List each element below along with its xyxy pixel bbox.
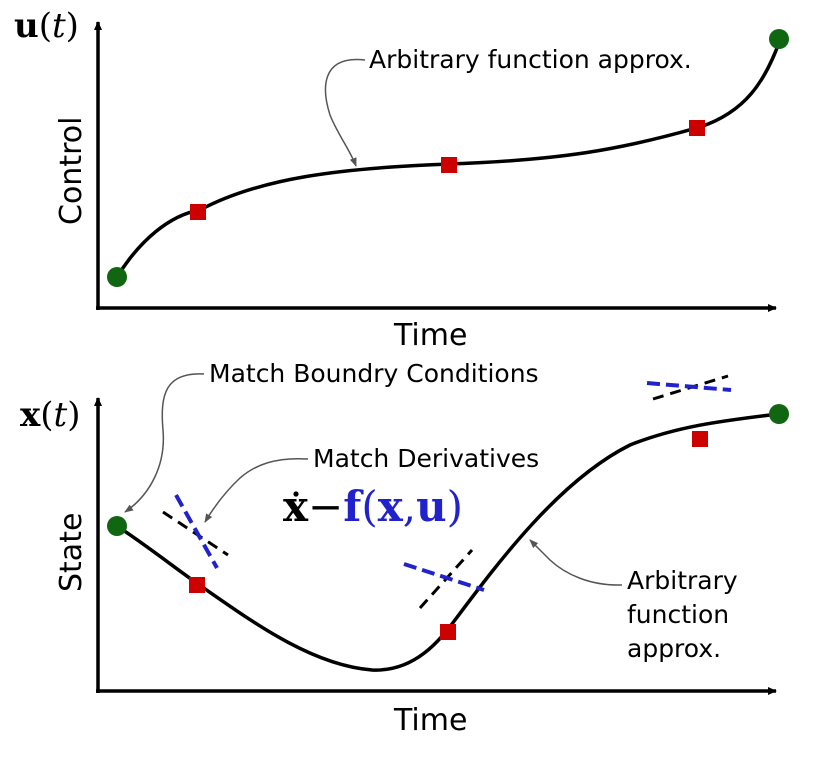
control-collocation-point: [441, 157, 457, 173]
boundary-conditions-annotation: Match Boundry Conditions: [209, 359, 539, 388]
derivatives-annotation: Match Derivatives: [313, 444, 539, 473]
control-annotation: Arbitrary function approx.: [369, 45, 692, 74]
control-panel: u(t) Control Time Arbitrary function app…: [14, 6, 789, 353]
state-y-symbol: x(t): [20, 395, 80, 435]
dynamics-slope-line: [174, 494, 219, 569]
dynamics-slope-line: [403, 562, 485, 592]
state-x-label: Time: [393, 703, 467, 738]
control-collocation-point: [689, 120, 705, 136]
state-collocation-point: [440, 624, 456, 640]
svg-text:x−f(x,u): x−f(x,u): [283, 482, 463, 531]
boundary-conditions-arrow: [124, 373, 205, 513]
state-panel: x(t) State Time Match Boundry Conditions…: [20, 359, 789, 738]
svg-text:function: function: [627, 600, 729, 629]
derivative-dot: [293, 491, 299, 497]
state-y-label: State: [54, 513, 89, 592]
control-start-boundary-point: [107, 267, 127, 287]
control-y-label: Control: [54, 117, 89, 225]
svg-text:approx.: approx.: [627, 634, 721, 663]
control-end-boundary-point: [769, 29, 789, 49]
state-collocation-point: [692, 431, 708, 447]
derivatives-arrow: [204, 457, 309, 523]
state-start-boundary-point: [107, 516, 127, 536]
control-x-label: Time: [393, 318, 467, 353]
svg-text:Arbitrary: Arbitrary: [627, 566, 738, 595]
control-collocation-point: [190, 204, 206, 220]
state-approx-annotation: Arbitrary function approx.: [627, 566, 738, 663]
state-approx-arrow: [529, 539, 623, 586]
control-annotation-arrow: [324, 58, 366, 167]
control-y-symbol: u(t): [14, 6, 79, 46]
dynamics-slope-line: [646, 381, 732, 392]
state-collocation-point: [189, 577, 205, 593]
dynamics-equation: x−f(x,u): [283, 482, 463, 531]
state-end-boundary-point: [769, 404, 789, 424]
